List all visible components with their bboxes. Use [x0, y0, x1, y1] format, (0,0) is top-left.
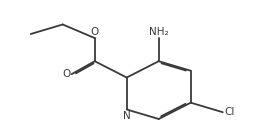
Text: O: O: [91, 27, 99, 37]
Text: NH₂: NH₂: [149, 27, 168, 37]
Text: Cl: Cl: [224, 107, 234, 117]
Text: O: O: [62, 69, 70, 79]
Text: N: N: [123, 111, 131, 121]
